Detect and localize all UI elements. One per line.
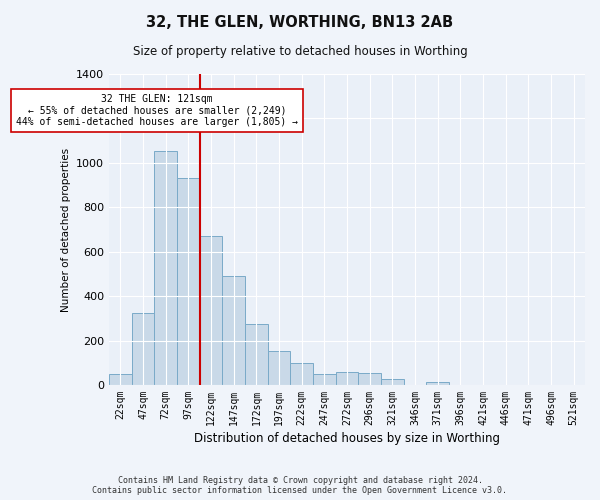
Bar: [381, 380, 404, 385]
Bar: [132, 313, 154, 385]
Bar: [200, 236, 223, 385]
Bar: [245, 324, 268, 385]
Bar: [335, 372, 358, 385]
Text: 32, THE GLEN, WORTHING, BN13 2AB: 32, THE GLEN, WORTHING, BN13 2AB: [146, 15, 454, 30]
Bar: [268, 350, 290, 385]
Text: Size of property relative to detached houses in Worthing: Size of property relative to detached ho…: [133, 45, 467, 58]
Bar: [358, 372, 381, 385]
Bar: [223, 276, 245, 385]
Bar: [154, 150, 177, 385]
Text: 32 THE GLEN: 121sqm
← 55% of detached houses are smaller (2,249)
44% of semi-det: 32 THE GLEN: 121sqm ← 55% of detached ho…: [16, 94, 298, 127]
Bar: [313, 374, 335, 385]
Bar: [427, 382, 449, 385]
Bar: [177, 178, 200, 385]
X-axis label: Distribution of detached houses by size in Worthing: Distribution of detached houses by size …: [194, 432, 500, 445]
Y-axis label: Number of detached properties: Number of detached properties: [61, 148, 71, 312]
Bar: [290, 362, 313, 385]
Text: Contains HM Land Registry data © Crown copyright and database right 2024.
Contai: Contains HM Land Registry data © Crown c…: [92, 476, 508, 495]
Bar: [109, 374, 132, 385]
